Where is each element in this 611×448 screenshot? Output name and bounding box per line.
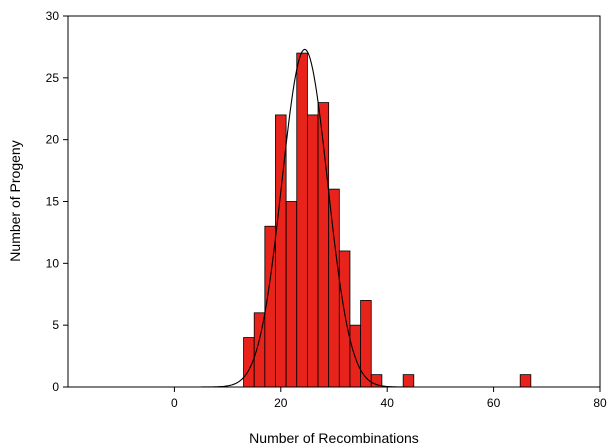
x-tick-label: 40 [381,396,395,410]
histogram-bar [402,374,415,388]
histogram-bar [285,201,298,388]
y-tick-label: 5 [52,318,59,332]
histogram-bar [296,52,308,388]
histogram-bar [338,250,351,388]
x-tick-label: 80 [593,396,607,410]
histogram-bar [360,300,372,388]
y-tick-label: 25 [46,71,60,85]
x-axis-ticks: 0 20 40 60 80 [171,387,607,410]
x-tick-label: 20 [274,396,288,410]
y-tick-label: 0 [52,380,59,394]
y-tick-label: 10 [46,256,60,270]
y-tick-label: 30 [46,9,60,23]
y-tick-label: 15 [46,195,60,209]
x-tick-label: 60 [487,396,501,410]
histogram-bar [328,188,340,388]
y-tick-label: 20 [46,133,60,147]
bars-layer [243,52,532,388]
x-axis-title: Number of Recombinations [249,430,419,446]
x-tick-label: 0 [171,396,178,410]
y-axis-title: Number of Progeny [7,140,23,261]
y-axis-ticks: 0 5 10 15 20 25 30 [46,9,68,394]
histogram-bar [519,374,532,388]
histogram-bar [306,114,319,388]
